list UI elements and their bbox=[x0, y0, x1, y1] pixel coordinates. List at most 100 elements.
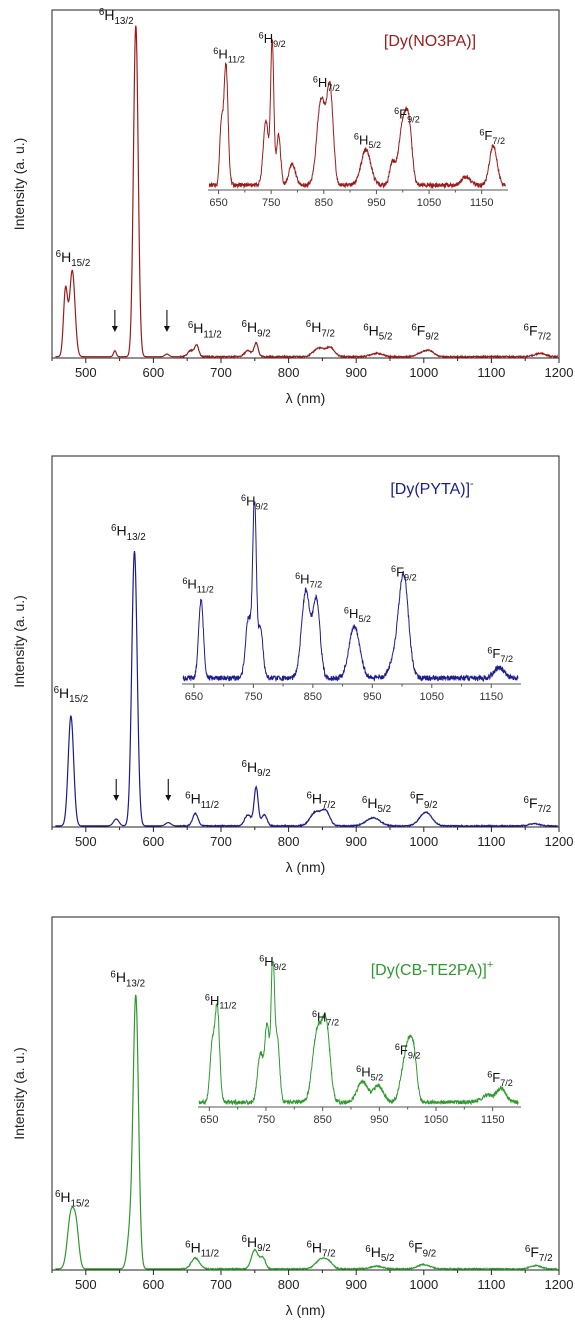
inset-x-tick-label: 950 bbox=[363, 691, 381, 703]
inset-x-tick-label: 750 bbox=[257, 1114, 275, 1126]
inset-transition-label: 6H7/2 bbox=[313, 75, 340, 93]
x-tick-label: 600 bbox=[143, 834, 165, 849]
transition-label: 6H7/2 bbox=[306, 1239, 335, 1259]
plot-frame bbox=[51, 455, 560, 828]
transition-label: 6H11/2 bbox=[185, 1239, 219, 1259]
compound-label: [Dy(CB-TE2PA)]+ bbox=[371, 959, 494, 979]
inset-transition-label: 6H7/2 bbox=[312, 1009, 339, 1027]
inset-x-tick-label: 1150 bbox=[479, 691, 503, 703]
transition-label: 6H9/2 bbox=[242, 1234, 271, 1254]
transition-label: 6F9/2 bbox=[411, 322, 439, 342]
inset-transition-label: 6H5/2 bbox=[356, 1064, 383, 1082]
transition-label: 6H15/2 bbox=[54, 685, 89, 705]
transition-label: 6H7/2 bbox=[306, 319, 335, 339]
inset-x-tick-label: 950 bbox=[367, 197, 385, 209]
arrow-head bbox=[165, 795, 172, 801]
inset-x-tick-label: 1050 bbox=[420, 691, 444, 703]
transition-label: 6H13/2 bbox=[110, 969, 145, 989]
x-tick-label: 500 bbox=[75, 1277, 97, 1292]
inset-transition-label: 6H11/2 bbox=[213, 46, 244, 64]
transition-label: 6H11/2 bbox=[188, 320, 222, 340]
transition-label: 6H13/2 bbox=[99, 7, 134, 27]
inset-x-tick-label: 1150 bbox=[481, 1114, 505, 1126]
transition-label: 6H15/2 bbox=[56, 249, 91, 269]
x-tick-label: 1100 bbox=[477, 1277, 505, 1292]
inset-x-tick-label: 850 bbox=[304, 691, 322, 703]
spectrum-line bbox=[55, 994, 558, 1271]
transition-label: 6H13/2 bbox=[111, 523, 146, 543]
y-axis-label: Intensity (a. u.) bbox=[11, 1047, 27, 1140]
inset-transition-label: 6H11/2 bbox=[182, 576, 213, 594]
inset-x-tick-label: 1150 bbox=[470, 197, 494, 209]
inset-transition-label: 6F9/2 bbox=[391, 564, 417, 582]
inset-transition-label: 6H5/2 bbox=[354, 132, 381, 150]
y-axis-label: Intensity (a. u.) bbox=[11, 595, 27, 688]
x-tick-label: 500 bbox=[75, 365, 97, 380]
arrow-head bbox=[163, 326, 170, 332]
transition-label: 6F9/2 bbox=[409, 1239, 437, 1259]
inset-spectrum-line bbox=[208, 39, 506, 190]
inset-transition-label: 6F9/2 bbox=[394, 106, 420, 124]
x-tick-label: 600 bbox=[143, 365, 165, 380]
inset-transition-label: 6H9/2 bbox=[259, 30, 286, 48]
x-axis-label: λ (nm) bbox=[286, 390, 326, 406]
y-axis-label: Intensity (a. u.) bbox=[11, 138, 27, 231]
inset-plot: 650 750 850 950 1050 1150 6H11/2 6H9/2 6H7/2 6H5/… bbox=[198, 954, 521, 1126]
transition-label: 6F9/2 bbox=[410, 791, 438, 811]
inset-spectrum-line bbox=[198, 961, 519, 1107]
inset-x-tick-label: 950 bbox=[370, 1114, 388, 1126]
x-tick-label: 500 bbox=[75, 834, 97, 849]
inset-transition-label: 6H9/2 bbox=[241, 493, 268, 511]
spectrum-panel-2: 500 600 700 800 900 1000 1100 1200 λ (nm) Intensi… bbox=[11, 455, 574, 875]
inset-plot: 650 750 850 950 1050 1150 6H11/2 6H9/2 6H7/2 6H5/… bbox=[182, 493, 521, 703]
x-tick-label: 1100 bbox=[477, 365, 505, 380]
x-tick-label: 1200 bbox=[545, 834, 574, 849]
inset-transition-label: 6F7/2 bbox=[487, 1070, 513, 1088]
inset-transition-label: 6F9/2 bbox=[395, 1042, 421, 1060]
inset-transition-label: 6F7/2 bbox=[487, 645, 513, 663]
spectrum-line bbox=[55, 25, 559, 360]
x-tick-label: 1000 bbox=[409, 365, 438, 380]
inset-x-tick-label: 1050 bbox=[424, 1114, 448, 1126]
inset-transition-label: 6H9/2 bbox=[259, 954, 286, 972]
transition-label: 6H9/2 bbox=[242, 319, 271, 339]
transition-label: 6H11/2 bbox=[185, 791, 219, 811]
inset-plot: 650 750 850 950 1050 1150 6H11/2 6H9/2 6H7/2 6H5/… bbox=[208, 30, 508, 209]
compound-label: [Dy(NO3PA)] bbox=[384, 33, 476, 50]
arrow-head bbox=[111, 326, 118, 332]
x-axis-label: λ (nm) bbox=[286, 1302, 326, 1318]
x-tick-label: 700 bbox=[210, 834, 232, 849]
inset-transition-label: 6F7/2 bbox=[479, 127, 505, 145]
x-tick-label: 900 bbox=[345, 365, 367, 380]
inset-spectrum-line bbox=[182, 501, 519, 683]
transition-label: 6F7/2 bbox=[524, 322, 552, 342]
inset-x-tick-label: 750 bbox=[262, 197, 280, 209]
arrow-head bbox=[113, 795, 120, 801]
transition-label: 6H5/2 bbox=[363, 322, 392, 342]
inset-transition-label: 6H7/2 bbox=[295, 571, 322, 589]
inset-x-tick-label: 1050 bbox=[417, 197, 441, 209]
plot-frame bbox=[51, 9, 560, 359]
transition-label: 6H5/2 bbox=[362, 795, 391, 815]
inset-x-tick-label: 850 bbox=[315, 197, 333, 209]
transition-label: 6H9/2 bbox=[242, 759, 271, 779]
x-tick-label: 700 bbox=[210, 365, 232, 380]
inset-x-tick-label: 650 bbox=[185, 691, 203, 703]
x-tick-label: 1000 bbox=[409, 834, 438, 849]
transition-label: 6H15/2 bbox=[55, 1189, 90, 1209]
x-tick-label: 1000 bbox=[409, 1277, 438, 1292]
x-tick-label: 800 bbox=[278, 365, 300, 380]
x-tick-label: 800 bbox=[278, 1277, 300, 1292]
x-axis-label: λ (nm) bbox=[286, 859, 326, 875]
spectrum-line bbox=[55, 551, 559, 828]
spectrum-panel-1: 500 600 700 800 900 1000 1100 1200 λ (nm) Intensi… bbox=[11, 7, 573, 406]
x-tick-label: 800 bbox=[278, 834, 300, 849]
x-tick-label: 900 bbox=[345, 834, 367, 849]
inset-x-tick-label: 850 bbox=[313, 1114, 331, 1126]
x-tick-label: 1200 bbox=[545, 365, 574, 380]
inset-x-tick-label: 750 bbox=[244, 691, 262, 703]
x-tick-label: 900 bbox=[345, 1277, 367, 1292]
x-tick-label: 600 bbox=[143, 1277, 165, 1292]
inset-transition-label: 6H5/2 bbox=[344, 606, 371, 624]
